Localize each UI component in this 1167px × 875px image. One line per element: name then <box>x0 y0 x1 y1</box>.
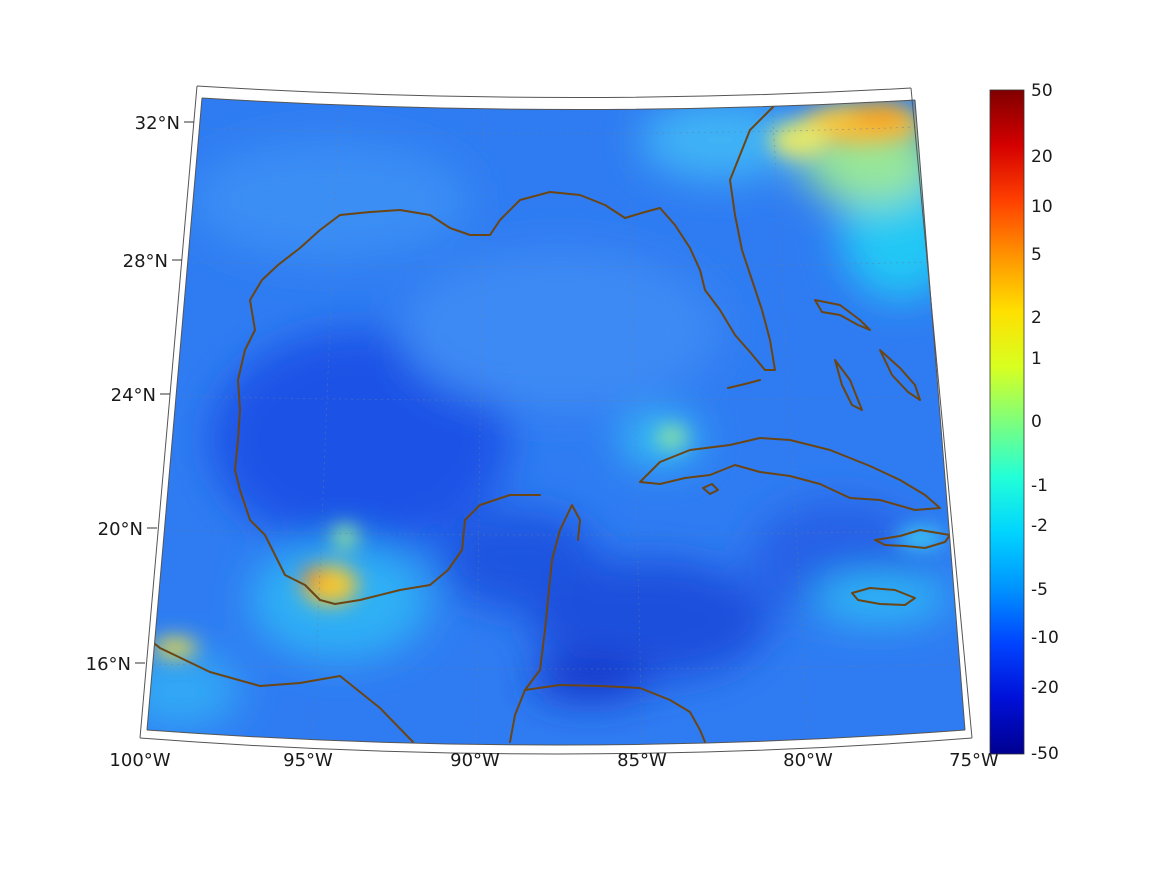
coastline-keys <box>727 379 761 389</box>
graticule-lat-32 <box>199 126 919 135</box>
field-mid-jamaica <box>810 573 950 623</box>
longitude-label: 85°W <box>617 750 667 771</box>
longitude-label: 100°W <box>109 750 170 771</box>
graticule <box>152 101 963 745</box>
longitude-label: 75°W <box>949 750 999 771</box>
colorbar-label: 2 <box>1031 308 1042 328</box>
latitude-label: 24°N <box>111 385 156 406</box>
coastline-north-america <box>149 104 776 743</box>
map-frame <box>139 85 973 755</box>
frame-top <box>201 97 916 111</box>
field-low-honduras <box>530 660 650 700</box>
field-warmest-atlantic <box>850 103 910 127</box>
colorbar-label: 50 <box>1031 81 1053 101</box>
colorbar-label: -50 <box>1031 744 1059 764</box>
colorbar-label: 0 <box>1031 412 1042 432</box>
coastline-isla-juventud <box>702 483 719 495</box>
latitude-label: 16°N <box>86 654 131 675</box>
field-warmest-campeche <box>302 568 322 588</box>
colorbar-label: -5 <box>1031 580 1048 600</box>
frame-right-outer <box>910 87 973 739</box>
field-low-caribbean <box>530 560 770 680</box>
frame-bottom <box>146 729 966 746</box>
colorbar-bar <box>989 89 1025 755</box>
colorbar-label: -2 <box>1031 516 1048 536</box>
field-mid-gulf <box>400 250 720 410</box>
graticule-lat-24 <box>176 395 941 401</box>
graticule-lon-90 <box>475 104 485 745</box>
latitude-label: 28°N <box>123 251 168 272</box>
coastline-cuba <box>639 437 941 511</box>
field-low-western-gulf <box>210 330 510 550</box>
coastline-bahamas-3 <box>879 349 921 401</box>
latitude-labels: 32°N 28°N 24°N 20°N 16°N <box>86 113 194 675</box>
colorbar-label: 10 <box>1031 197 1053 217</box>
graticule-lat-20 <box>164 529 952 536</box>
frame-right <box>914 99 966 731</box>
coastline-central-america <box>524 684 706 743</box>
field-mid-pacific <box>147 650 240 730</box>
coastline-bahamas-2 <box>834 359 863 411</box>
frame-left <box>146 97 203 731</box>
colorbar-label: -10 <box>1031 628 1059 648</box>
coastline-hispaniola <box>874 529 951 549</box>
colorbar-label: 1 <box>1031 349 1042 369</box>
longitude-labels: 100°W 95°W 90°W 85°W 80°W 75°W <box>109 750 999 771</box>
coastline-bahamas-1 <box>814 299 871 331</box>
field-yellow-coast <box>770 122 830 158</box>
coastlines <box>149 104 951 743</box>
longitude-label: 95°W <box>283 750 333 771</box>
frame-left-outer <box>139 85 198 739</box>
latitude-label: 20°N <box>98 519 143 540</box>
longitude-label: 90°W <box>450 750 500 771</box>
graticule-lon-85 <box>627 104 643 745</box>
field-green-cuba <box>658 427 686 447</box>
colorbar-label: -1 <box>1031 476 1048 496</box>
colorbar-label: 20 <box>1031 147 1053 167</box>
field-mid-north <box>190 140 470 260</box>
field-green-campeche <box>333 525 357 549</box>
coastline-jamaica <box>851 587 916 606</box>
frame-bottom-outer <box>139 737 973 755</box>
colorbar-label: -20 <box>1031 678 1059 698</box>
field-warm-tehuantepec <box>153 638 197 658</box>
latitude-label: 32°N <box>135 113 180 134</box>
colorbar-label: 5 <box>1031 245 1042 265</box>
longitude-label: 80°W <box>783 750 833 771</box>
frame-top-outer <box>196 85 912 99</box>
